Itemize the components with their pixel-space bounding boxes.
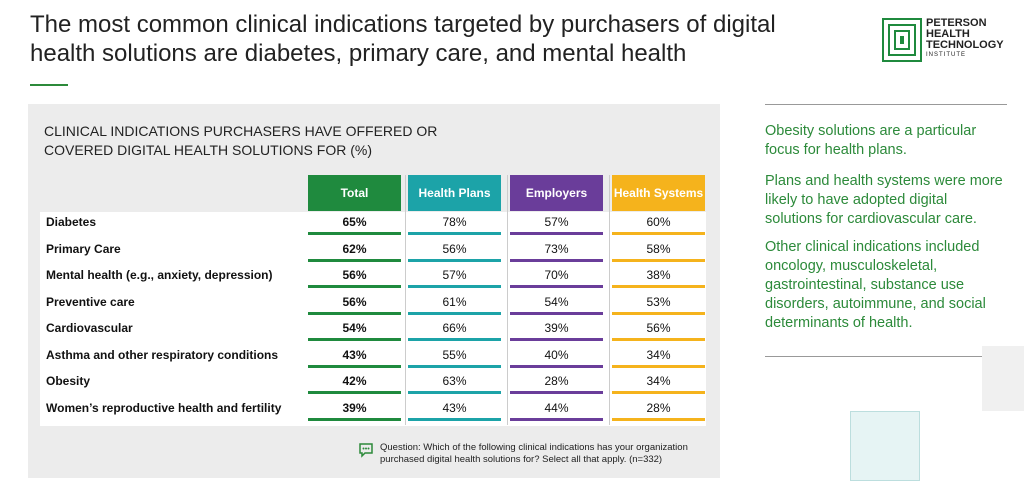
cell-value: 63% [442,374,467,388]
column-header: Health Plans [408,175,501,211]
cell-value: 70% [544,268,569,282]
logo-text: PETERSON HEALTH TECHNOLOGY INSTITUTE [926,18,1004,60]
cell-value: 56% [646,321,671,335]
cell-value: 57% [442,268,467,282]
cell-bar [612,285,705,288]
logo-line: INSTITUTE [926,52,966,58]
cell-bar [510,417,603,421]
cell-bar [612,338,705,341]
column-header: Health Systems [612,175,705,211]
cell-bar [308,417,401,421]
cell-bar [612,258,705,262]
sidebar-note: Other clinical indications included onco… [765,239,986,331]
cell-bar [308,364,401,368]
cell-bar [510,391,603,394]
footnote: Question: Which of the following clinica… [380,442,688,465]
cell-value: 43% [442,400,467,415]
cell-bar [308,391,401,394]
cell-value: 40% [544,347,569,362]
cell-bar [308,258,401,262]
cell-bar [510,258,603,262]
cell-bar [308,338,401,341]
column-divider [506,175,508,425]
row-label: Preventive care [46,294,135,309]
cell-bar [510,285,603,288]
cell-value: 56% [342,268,367,282]
cell-bar [408,311,501,315]
cell-value: 42% [342,374,367,388]
cell-bar [612,232,705,235]
cell-bar [612,417,705,421]
column-header: Total [308,175,401,211]
column-divider [404,175,406,425]
cell-bar [408,285,501,288]
cell-value: 62% [342,241,367,256]
cell-bar [510,311,603,315]
cell-value: 61% [442,294,467,309]
row-label: Women’s reproductive health and fertilit… [46,400,282,415]
cell-bar [408,232,501,235]
table [40,212,706,426]
cell-value: 66% [442,321,467,335]
cell-bar [510,232,603,235]
cell-bar [612,311,705,315]
cell-value: 56% [342,294,367,309]
cell-value: 73% [544,241,569,256]
cell-value: 34% [646,374,671,388]
row-label: Asthma and other respiratory conditions [46,347,279,362]
title: The most common clinical indications tar… [30,11,776,67]
cell-bar [408,338,501,341]
rule [765,356,1007,357]
cell-bar [408,364,501,368]
row-label: Mental health (e.g., anxiety, depression… [46,268,273,282]
sidebar-note: Plans and health systems were more likel… [765,173,1003,227]
decor [982,346,1024,411]
cell-bar [408,258,501,262]
cell-value: 54% [544,294,569,309]
cell-value: 60% [646,215,671,229]
row-label: Cardiovascular [46,321,133,335]
cell-bar [612,391,705,394]
comment-icon [359,443,373,458]
cell-value: 28% [646,400,671,415]
cell-value: 34% [646,347,671,362]
cell-bar [510,364,603,368]
panel-heading: CLINICAL INDICATIONS PURCHASERS HAVE OFF… [44,123,438,158]
cell-value: 55% [442,347,467,362]
cell-bar [308,285,401,288]
cell-bar [408,417,501,421]
rule [765,104,1007,105]
cell-value: 53% [646,294,671,309]
cell-bar [408,391,501,394]
row-label: Obesity [46,374,91,388]
cell-bar [510,338,603,341]
sidebar-note: Obesity solutions are a particular focus… [765,123,977,158]
cell-value: 28% [544,374,569,388]
cell-value: 65% [342,215,367,229]
cell-value: 54% [342,321,367,335]
cell-bar [308,232,401,235]
cell-value: 78% [442,215,467,229]
column-divider [608,175,610,425]
cell-value: 39% [544,321,569,335]
row-label: Primary Care [46,241,121,256]
title-rule [30,84,68,86]
row-label: Diabetes [46,215,97,229]
cell-value: 56% [442,241,467,256]
decor [850,411,920,481]
cell-bar [308,311,401,315]
cell-value: 39% [342,400,367,415]
cell-value: 44% [544,400,569,415]
logo-line: HEALTH [926,28,970,40]
cell-bar [612,364,705,368]
column-header: Employers [510,175,603,211]
logo-line: TECHNOLOGY [926,39,1004,51]
logo-mark [882,18,922,62]
logo-line: PETERSON [926,17,987,29]
cell-value: 57% [544,215,569,229]
cell-value: 38% [646,268,671,282]
cell-value: 43% [342,347,367,362]
cell-value: 58% [646,241,671,256]
